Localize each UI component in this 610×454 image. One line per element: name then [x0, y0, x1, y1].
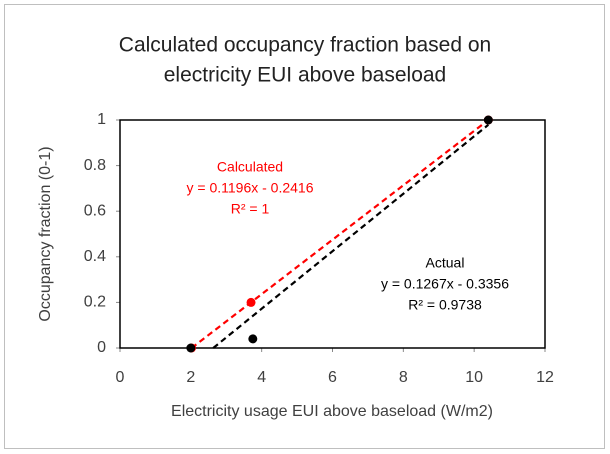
- x-tick-label: 2: [186, 369, 195, 386]
- point: [246, 297, 256, 307]
- x-tick-label: 4: [257, 369, 266, 386]
- y-tick-label: 0.2: [84, 294, 106, 311]
- y-axis-label: Occupancy fraction (0-1): [37, 146, 54, 321]
- y-tick-label: 0.8: [84, 157, 106, 174]
- trendline-label: R² = 1: [231, 201, 270, 217]
- trendline-label: y = 0.1267x - 0.3356: [381, 276, 509, 292]
- plot-area: [119, 119, 546, 349]
- trendline: [190, 119, 490, 349]
- x-tick-label: 12: [536, 369, 554, 386]
- y-tick-label: 1: [97, 111, 106, 128]
- point: [483, 115, 493, 125]
- trendline-label: y = 0.1196x - 0.2416: [187, 180, 314, 196]
- x-tick-label: 6: [328, 369, 337, 386]
- x-tick-label: 10: [465, 369, 483, 386]
- x-tick-label: 8: [399, 369, 408, 386]
- chart-title: Calculated occupancy fraction based on: [119, 34, 491, 57]
- chart-border: [4, 4, 605, 449]
- y-tick-label: 0.6: [84, 202, 106, 219]
- point: [248, 334, 258, 344]
- point: [186, 343, 196, 353]
- x-axis-label: Electricity usage EUI above baseload (W/…: [171, 403, 493, 420]
- trendline-label: Actual: [426, 255, 465, 271]
- trendline-label: Calculated: [217, 159, 283, 175]
- y-tick-label: 0.4: [84, 248, 106, 265]
- x-tick-label: 0: [116, 369, 125, 386]
- y-tick-label: 0: [97, 339, 106, 356]
- chart-title: electricity EUI above baseload: [164, 64, 447, 87]
- trendline-label: R² = 0.9738: [408, 297, 482, 313]
- trendline: [212, 123, 490, 349]
